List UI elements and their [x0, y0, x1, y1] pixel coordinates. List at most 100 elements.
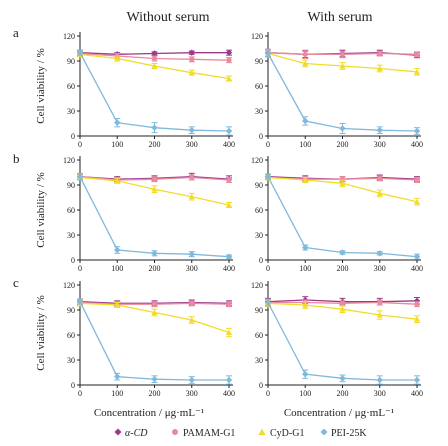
data-point: [413, 127, 421, 135]
x-tick-label: 100: [111, 264, 123, 273]
x-tick-label: 300: [374, 140, 386, 149]
series-pamam-g1: [265, 48, 420, 59]
series-pamam-g1: [265, 174, 420, 183]
data-point: [151, 301, 158, 307]
data-point: [225, 253, 233, 260]
panel-b-without-serum: 0 30 60 90 120 0 100 200 300 400: [63, 156, 235, 273]
data-point: [151, 375, 158, 383]
data-point: [189, 300, 195, 306]
data-point: [339, 51, 346, 57]
data-point: [377, 50, 383, 57]
data-point: [188, 376, 195, 384]
data-point: [188, 49, 195, 56]
data-point: [302, 117, 309, 125]
data-point: [264, 173, 272, 180]
series-pei-25k: [76, 298, 233, 385]
x-tick-label: 100: [299, 389, 311, 398]
y-tick-label: 120: [63, 32, 75, 41]
series-pei-25k: [76, 172, 233, 260]
x-tick-label: 300: [186, 140, 198, 149]
series-pei-25k: [264, 173, 421, 260]
data-point: [114, 177, 121, 184]
data-point: [114, 302, 121, 308]
data-point: [414, 316, 420, 322]
x-tick-label: 0: [78, 389, 82, 398]
x-tick-label: 300: [374, 264, 386, 273]
y-tick-label: 30: [67, 107, 75, 116]
legend-label-cyd-g1: CyD-G1: [270, 428, 304, 439]
data-point: [189, 56, 195, 62]
data-point: [226, 329, 232, 335]
x-tick-label: 100: [111, 389, 123, 398]
row-letter-c: c: [13, 275, 19, 290]
y-tick-label: 0: [71, 132, 75, 141]
data-point: [188, 250, 195, 258]
data-point: [225, 376, 233, 384]
data-point: [302, 302, 309, 308]
y-tick-label: 120: [251, 281, 263, 290]
data-point: [226, 57, 232, 63]
data-point: [188, 317, 195, 323]
data-point: [414, 177, 420, 183]
panel-c-without-serum: 0 30 60 90 120 0 100 200 300 400: [63, 281, 235, 398]
legend-marker-alpha-cd: [114, 428, 122, 436]
legend-item-pamam-g1: PAMAM-G1: [172, 428, 235, 439]
legend-label-pei-25k: PEI-25K: [331, 428, 367, 439]
x-tick-label: 400: [223, 140, 235, 149]
data-point: [225, 127, 233, 135]
y-tick-label: 0: [71, 256, 75, 265]
y-tick-label: 60: [255, 206, 263, 215]
y-tick-label: 60: [67, 82, 75, 91]
y-tick-label: 0: [259, 381, 263, 390]
y-tick-label: 90: [255, 57, 263, 66]
data-point: [376, 312, 383, 318]
y-tick-label: 30: [255, 231, 263, 240]
legend-marker-pamam-g1: [172, 429, 178, 435]
y-tick-label: 90: [67, 181, 75, 190]
data-point: [339, 300, 346, 306]
data-point: [414, 198, 420, 205]
data-point: [376, 65, 383, 71]
x-tick-label: 400: [411, 264, 423, 273]
ylabel-row-b: Cell viability / %: [35, 172, 47, 247]
data-point: [151, 186, 158, 192]
row-letter-b: b: [13, 151, 20, 166]
data-point: [76, 49, 84, 56]
data-point: [226, 75, 232, 81]
y-tick-label: 30: [255, 107, 263, 116]
xlabel-left: Concentration / μg·mL⁻¹: [94, 407, 204, 419]
data-point: [151, 309, 158, 315]
ylabel-row-a: Cell viability / %: [35, 48, 47, 123]
data-point: [377, 299, 383, 306]
legend-label-alpha-cd: α-CD: [125, 428, 148, 439]
data-point: [376, 190, 383, 196]
x-tick-label: 100: [299, 140, 311, 149]
data-point: [339, 375, 346, 382]
x-tick-label: 0: [266, 389, 270, 398]
x-tick-label: 300: [374, 389, 386, 398]
legend-item-alpha-cd: α-CD: [114, 428, 148, 439]
data-point: [114, 373, 121, 380]
data-point: [339, 125, 346, 132]
data-point: [339, 306, 346, 312]
data-point: [414, 301, 420, 307]
data-point: [76, 298, 84, 305]
data-point: [76, 173, 84, 180]
panel-a-with-serum: 0 30 60 90 120 0 100 200 300 400: [251, 32, 423, 149]
series-pei-25k: [76, 49, 233, 136]
panel-b-with-serum: 0 30 60 90 120 0 100 200 300 400: [251, 156, 423, 273]
column-title-left: Without serum: [126, 10, 209, 25]
x-tick-label: 200: [149, 264, 161, 273]
series-line: [79, 302, 230, 334]
x-tick-label: 100: [111, 140, 123, 149]
x-tick-label: 400: [411, 389, 423, 398]
series-line: [267, 302, 417, 381]
x-tick-label: 200: [337, 264, 349, 273]
data-point: [151, 55, 158, 62]
y-tick-label: 90: [67, 57, 75, 66]
data-point: [264, 299, 272, 306]
data-point: [339, 63, 346, 69]
x-tick-label: 300: [186, 389, 198, 398]
series-cyd-g1: [265, 299, 420, 323]
